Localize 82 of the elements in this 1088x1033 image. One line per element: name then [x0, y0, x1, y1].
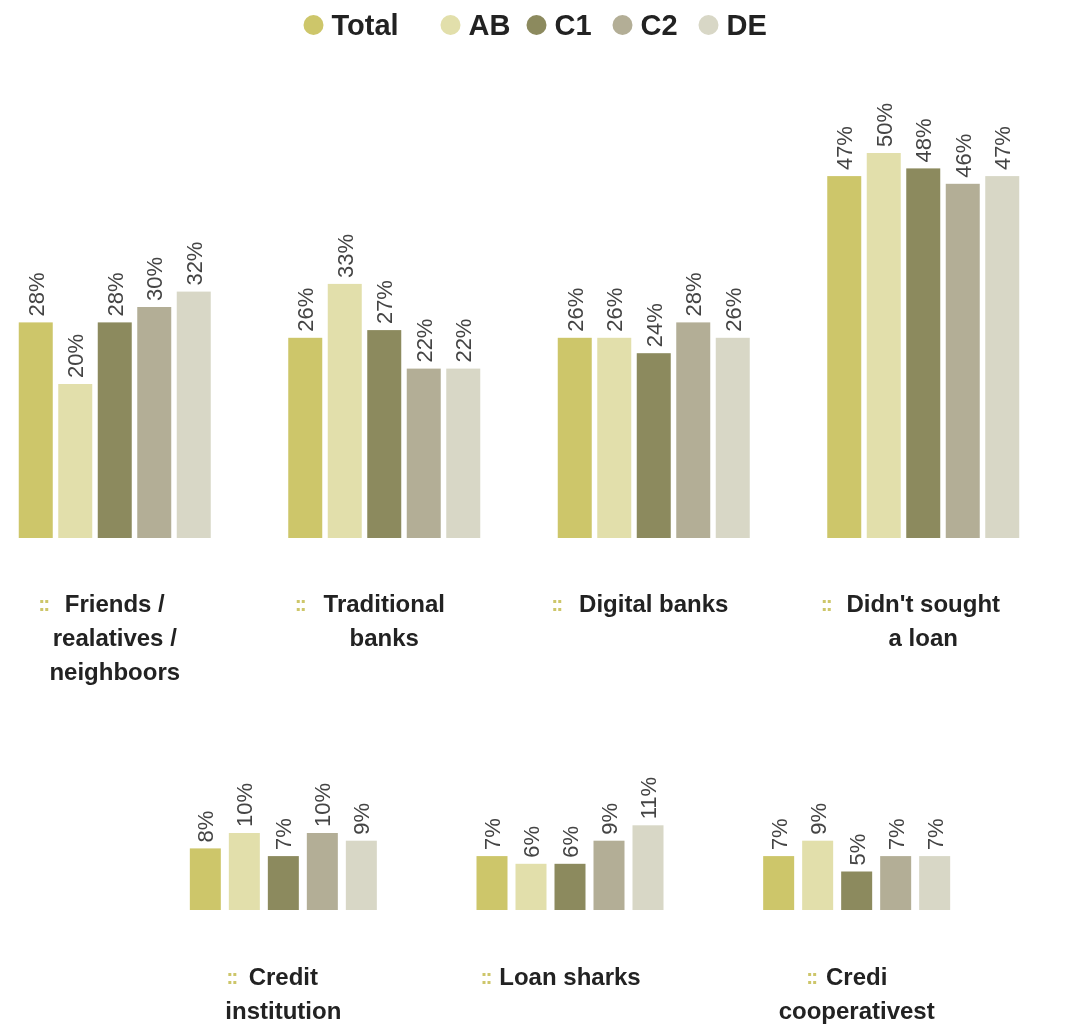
data-label: 33%: [332, 233, 358, 278]
bar: [919, 856, 951, 910]
bar: [715, 337, 750, 538]
data-label: 7%: [883, 818, 909, 851]
data-label: 30%: [142, 256, 168, 301]
bar: [306, 833, 338, 910]
bar: [327, 283, 362, 538]
data-label: 7%: [480, 818, 505, 851]
bar: [945, 183, 980, 538]
data-label: 28%: [23, 272, 49, 317]
bar: [97, 322, 132, 538]
data-label: 9%: [805, 802, 831, 835]
bar: [866, 153, 901, 538]
data-label: 32%: [181, 241, 207, 286]
legend-label: AB: [468, 9, 511, 41]
data-label: 6%: [558, 826, 583, 858]
bar: [345, 840, 377, 910]
bar: [288, 337, 323, 538]
bar: [827, 176, 862, 538]
data-label: 5%: [844, 833, 870, 866]
bar: [985, 176, 1020, 538]
bar: [554, 863, 586, 910]
legend-label: C1: [554, 9, 592, 41]
data-label: 10%: [232, 782, 258, 827]
data-label: 20%: [63, 333, 89, 378]
x-tick-label: Digital banks: [579, 590, 729, 617]
data-label: 22%: [451, 318, 477, 363]
x-tick-label: Credi cooperativest: [778, 963, 935, 1024]
bar: [176, 291, 211, 538]
data-label: 26%: [720, 287, 746, 332]
bar: [676, 322, 711, 538]
bar: [367, 330, 402, 538]
data-label: 22%: [411, 318, 437, 363]
data-label: 47%: [990, 126, 1016, 171]
x-tick-label: Traditional banks: [323, 590, 445, 651]
data-label: 9%: [349, 802, 375, 835]
bar: [189, 848, 221, 910]
bar: [593, 840, 625, 910]
data-label: 10%: [310, 782, 336, 827]
data-label: 11%: [636, 776, 661, 820]
data-label: 6%: [519, 826, 544, 858]
x-tick-label: Friends / realatives / neighboors: [49, 590, 181, 685]
legend-label: DE: [726, 9, 767, 41]
bar: [137, 307, 172, 538]
bar: [18, 322, 53, 538]
data-label: 26%: [602, 287, 628, 332]
bar: [446, 368, 481, 538]
data-label: 24%: [641, 303, 667, 348]
data-label: 48%: [911, 118, 937, 163]
data-label: 8%: [193, 810, 219, 843]
data-label: 7%: [271, 818, 297, 851]
x-tick-label: Didn't sought a loan: [846, 590, 1001, 651]
data-label: 28%: [681, 272, 707, 317]
data-label: 26%: [562, 287, 588, 332]
legend-label: C2: [640, 9, 678, 41]
data-label: 46%: [950, 133, 976, 178]
data-label: 9%: [597, 802, 622, 835]
bar: [906, 168, 941, 538]
bar: [597, 337, 632, 538]
data-label: 26%: [293, 287, 319, 332]
x-tick-label: Loan sharks: [499, 963, 641, 990]
bar: [406, 368, 441, 538]
bar: [557, 337, 592, 538]
bar: [228, 833, 260, 910]
bar: [763, 856, 795, 910]
data-label: 28%: [102, 272, 128, 317]
x-tick-label: Credit institution: [225, 963, 342, 1024]
data-label: 50%: [871, 102, 897, 147]
legend-label: Total: [331, 9, 399, 41]
data-label: 7%: [766, 818, 792, 851]
data-label: 27%: [372, 280, 398, 325]
bar: [267, 856, 299, 910]
bar: [841, 871, 873, 910]
bar: [515, 863, 547, 910]
bar: [632, 825, 664, 910]
bar: [476, 856, 508, 910]
bar: [802, 840, 834, 910]
bar: [880, 856, 912, 910]
bar: [58, 384, 93, 538]
bar: [636, 353, 671, 538]
data-label: 47%: [832, 126, 858, 171]
data-label: 7%: [922, 818, 948, 851]
